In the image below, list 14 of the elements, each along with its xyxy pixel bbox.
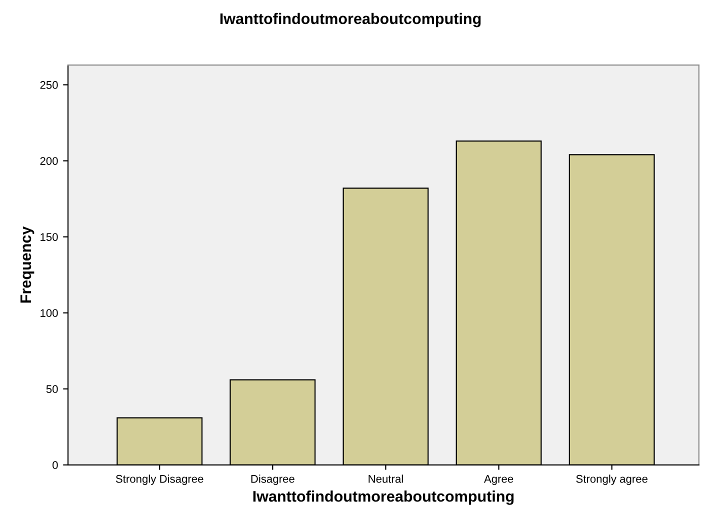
y-tick-label: 200: [40, 157, 58, 165]
chart-title: Iwanttofindoutmoreaboutcomputing: [220, 12, 481, 28]
x-tick-label: Disagree: [251, 474, 294, 485]
y-tick-label: 150: [40, 233, 58, 241]
y-tick-label: 0: [52, 461, 58, 470]
y-axis-title: Frequency: [20, 226, 34, 303]
x-axis-title: Iwanttofindoutmoreaboutcomputing: [253, 490, 514, 505]
x-tick-label: Strongly agree: [576, 474, 648, 485]
x-tick-label: Agree: [484, 475, 514, 485]
y-tick-label: 50: [46, 385, 58, 394]
y-tick-label: 100: [40, 309, 58, 317]
x-tick-label: Neutral: [368, 474, 403, 483]
y-tick-label: 250: [40, 81, 58, 89]
x-tick-label: Strongly Disagree: [116, 474, 204, 485]
